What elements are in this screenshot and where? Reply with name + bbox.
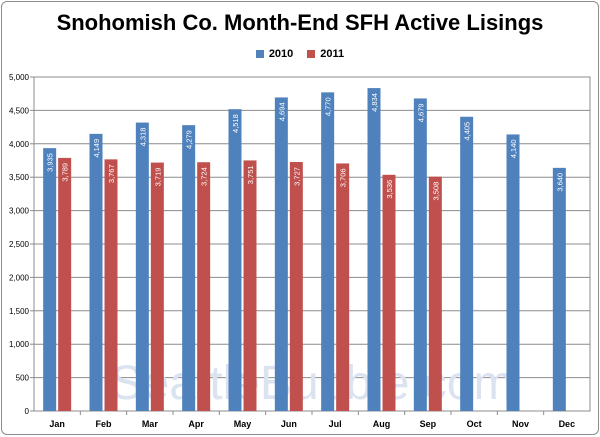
legend-item-2011: 2011 [307,48,344,60]
data-label: 3,789 [61,163,70,182]
x-tick-label: May [234,419,252,429]
bar-2010-dec [552,167,566,411]
data-label: 4,679 [416,103,425,122]
data-label: 4,318 [138,128,147,147]
x-tick-label: Jun [281,419,297,429]
bar-2011-feb [104,159,118,411]
bar-2011-may [243,160,257,411]
y-tick-label: 500 [16,374,30,383]
data-label: 4,518 [231,114,240,133]
data-label: 4,770 [324,97,333,116]
bar-2011-aug [382,174,396,411]
y-tick-label: 2,500 [9,240,30,249]
x-tick-label: Nov [512,419,529,429]
x-tick-label: Mar [142,419,159,429]
y-tick-label: 3,500 [9,173,30,182]
bar-2010-may [228,109,242,411]
bar-2011-mar [150,162,164,411]
bar-2011-apr [197,162,211,411]
data-label: 3,640 [555,173,564,192]
bar-2010-oct [460,116,474,411]
bar-2010-sep [413,98,427,411]
bar-2010-jun [274,97,288,412]
data-label: 3,767 [107,164,116,183]
legend: 2010 2011 [2,48,598,60]
bar-2010-mar [135,122,149,411]
data-label: 3,536 [385,180,394,199]
data-label: 4,694 [277,102,286,121]
bar-2010-nov [506,134,520,411]
x-tick-label: Apr [188,419,204,429]
y-tick-label: 5,000 [9,73,30,82]
x-tick-label: Sep [420,419,437,429]
legend-item-2010: 2010 [255,48,294,60]
data-label: 4,279 [185,130,194,149]
bar-2011-jun [289,162,303,411]
bar-2011-jan [58,157,72,411]
data-label: 4,149 [92,139,101,158]
x-tick-label: Jul [329,419,342,429]
bar-2010-apr [182,125,196,411]
bar-2010-feb [89,133,103,411]
data-label: 3,935 [46,153,55,172]
data-label: 4,405 [463,122,472,141]
x-tick-label: Oct [467,419,482,429]
x-tick-label: Aug [373,419,391,429]
data-label: 4,140 [509,139,518,158]
x-tick-label: Jan [49,419,65,429]
y-tick-label: 1,500 [9,307,30,316]
data-label: 3,508 [431,182,440,201]
data-label: 3,706 [339,168,348,187]
bar-2011-jul [336,163,350,411]
y-tick-label: 4,000 [9,140,30,149]
chart-title: Snohomish Co. Month-End SFH Active Lisin… [56,10,544,35]
y-tick-label: 4,500 [9,106,30,115]
bar-2010-aug [367,88,381,411]
y-tick-label: 2,000 [9,273,30,282]
x-tick-label: Feb [95,419,112,429]
bar-2010-jul [321,92,335,411]
bar-2010-jan [43,148,57,411]
legend-label-2010: 2010 [268,48,294,60]
bar-2011-sep [428,176,442,411]
y-tick-label: 3,000 [9,207,30,216]
watermark: SeattleBubble.com [111,357,514,410]
x-tick-label: Dec [559,419,576,429]
y-tick-label: 0 [25,407,30,416]
data-label: 3,724 [200,167,209,186]
data-label: 3,719 [153,168,162,187]
data-label: 4,834 [370,93,379,112]
legend-label-2011: 2011 [320,48,345,60]
data-label: 3,727 [292,167,301,186]
y-tick-label: 1,000 [9,340,30,349]
legend-swatch-2011 [307,50,316,58]
data-label: 3,751 [246,165,255,184]
legend-swatch-2010 [255,50,264,58]
